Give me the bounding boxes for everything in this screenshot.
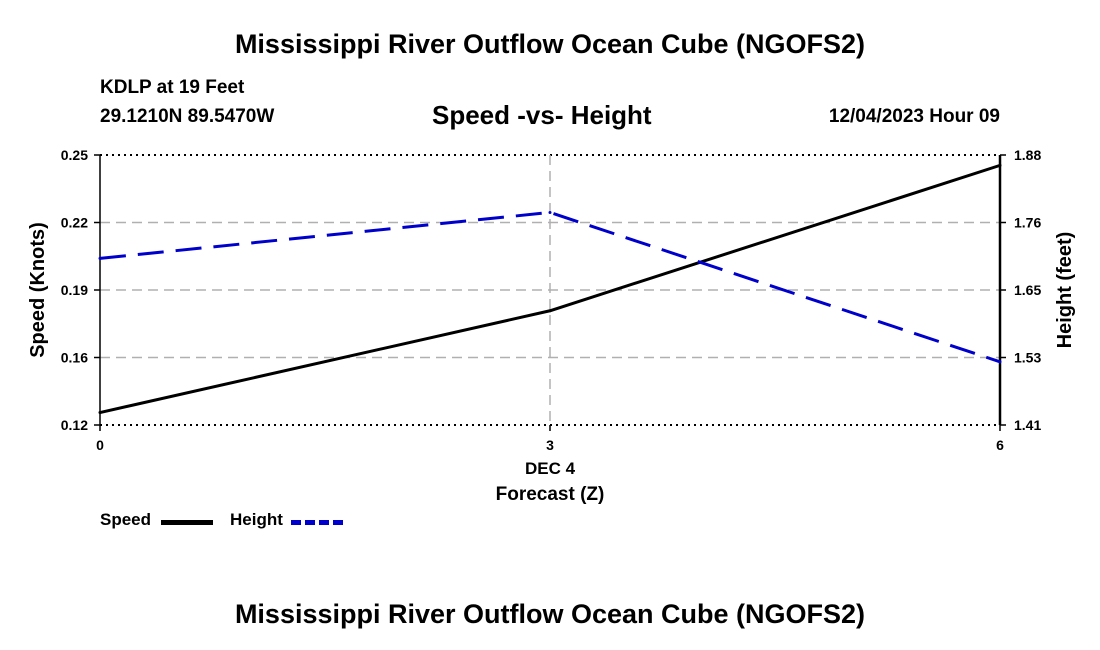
y-left-tick-label: 0.22 — [61, 215, 88, 231]
forecast-datetime: 12/04/2023 Hour 09 — [828, 106, 1000, 127]
x-axis-title: Forecast (Z) — [496, 484, 605, 505]
y-right-tick-label: 1.76 — [1014, 215, 1041, 231]
x-date-label: DEC 4 — [525, 459, 576, 478]
station-label: KDLP at 19 Feet — [100, 77, 245, 98]
y-left-tick-label: 0.19 — [61, 282, 88, 298]
main-title: Mississippi River Outflow Ocean Cube (NG… — [234, 29, 866, 59]
legend-height-label: Height — [230, 510, 283, 529]
legend-height-swatch — [291, 520, 343, 525]
footer-title: Mississippi River Outflow Ocean Cube (NG… — [234, 599, 866, 629]
series-point-height — [998, 360, 1002, 364]
series-point-height — [548, 210, 552, 214]
series-point-speed — [998, 163, 1002, 167]
series-point-speed — [548, 309, 552, 313]
y-right-tick-label: 1.88 — [1014, 147, 1041, 163]
x-tick-label: 3 — [546, 437, 554, 453]
x-tick-label: 0 — [96, 437, 104, 453]
y-left-tick-label: 0.16 — [61, 350, 88, 366]
series-line-height — [99, 210, 1001, 364]
y-left-tick-label: 0.12 — [61, 417, 88, 433]
y-left-tick-label: 0.25 — [61, 147, 88, 163]
legend-speed-swatch — [161, 520, 213, 525]
y-right-tick-label: 1.53 — [1014, 350, 1041, 366]
x-tick-label: 6 — [996, 437, 1004, 453]
y-right-tick-label: 1.41 — [1014, 417, 1041, 433]
y-left-axis-title: Speed (Knots) — [27, 222, 49, 358]
y-right-axis-title: Height (feet) — [1054, 232, 1076, 349]
series-point-speed — [98, 411, 102, 415]
y-right-tick-label: 1.65 — [1014, 282, 1041, 298]
station-coordinates: 29.1210N 89.5470W — [100, 106, 275, 127]
series-point-height — [98, 256, 102, 260]
legend-speed-label: Speed — [100, 510, 152, 529]
chart-subtitle: Speed -vs- Height — [432, 100, 652, 130]
